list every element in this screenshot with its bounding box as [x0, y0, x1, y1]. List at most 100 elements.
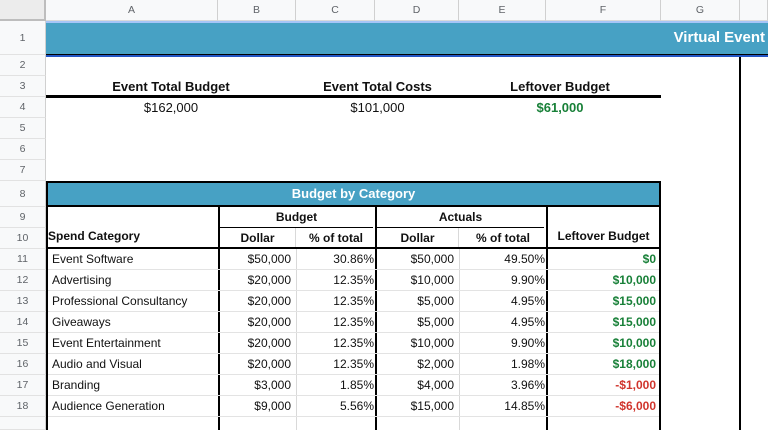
column-header-G[interactable]: G — [661, 0, 740, 21]
cell-category[interactable]: Event Software — [52, 252, 134, 266]
row-header-7[interactable]: 7 — [0, 160, 46, 181]
category-table-title-cell[interactable]: Budget by Category — [46, 181, 661, 207]
cell-category[interactable]: Audio and Visual — [52, 357, 142, 371]
cell-category[interactable]: Giveaways — [52, 315, 111, 329]
header-budget-pct[interactable]: % of total — [309, 231, 363, 245]
cell-budget-dollar[interactable]: $20,000 — [220, 270, 297, 290]
sheet-title: Virtual Event — [673, 29, 765, 46]
column-header-D[interactable]: D — [375, 0, 459, 21]
table-row: Audience Generation $9,000 5.56% $15,000… — [48, 396, 659, 417]
cell-actual-pct[interactable]: 4.95% — [510, 294, 545, 308]
row-header-1[interactable]: 1 — [0, 21, 46, 55]
cell-actual-pct[interactable]: 3.96% — [510, 378, 545, 392]
cell-actual-pct[interactable]: 1.98% — [510, 357, 545, 371]
cell-actual-pct[interactable]: 14.85% — [504, 399, 545, 413]
row-header-16[interactable]: 16 — [0, 354, 46, 375]
row-header-4[interactable]: 4 — [0, 97, 46, 118]
summary-value-total-costs[interactable]: $101,000 — [350, 100, 405, 115]
row-header-15[interactable]: 15 — [0, 333, 46, 354]
row-header-11[interactable]: 11 — [0, 249, 46, 270]
column-header-A[interactable]: A — [46, 0, 218, 21]
cell-actual-pct[interactable]: 49.50% — [504, 252, 545, 266]
cell-leftover[interactable]: $15,000 — [612, 315, 656, 329]
cell-budget-dollar[interactable]: $3,000 — [220, 375, 297, 395]
cell-budget-pct[interactable]: 1.85% — [339, 378, 374, 392]
cell-category[interactable]: Branding — [52, 378, 101, 392]
header-leftover-budget[interactable]: Leftover Budget — [557, 229, 650, 243]
header-actuals-group[interactable]: Actuals — [377, 207, 544, 228]
table-border-left — [46, 181, 48, 430]
summary-label-leftover[interactable]: Leftover Budget — [510, 79, 610, 94]
header-actuals-dollar[interactable]: Dollar — [377, 228, 459, 249]
row-header-9[interactable]: 9 — [0, 207, 46, 228]
row-header-17[interactable]: 17 — [0, 375, 46, 396]
summary-label-total-costs[interactable]: Event Total Costs — [323, 79, 432, 94]
cell-budget-pct[interactable]: 30.86% — [333, 252, 374, 266]
row-header-partial[interactable] — [0, 417, 46, 430]
cell-leftover[interactable]: -$6,000 — [615, 399, 656, 413]
cell-budget-dollar[interactable]: $20,000 — [220, 333, 297, 353]
cell-budget-pct[interactable]: 12.35% — [333, 315, 374, 329]
row-header-13[interactable]: 13 — [0, 291, 46, 312]
cell-actual-dollar[interactable]: $4,000 — [377, 375, 460, 395]
cell-leftover[interactable]: $18,000 — [612, 357, 656, 371]
cell-budget-pct[interactable]: 12.35% — [333, 273, 374, 287]
cell-leftover[interactable]: $15,000 — [612, 294, 656, 308]
cell-budget-dollar[interactable]: $20,000 — [220, 354, 297, 374]
cell-budget-pct[interactable]: 5.56% — [339, 399, 374, 413]
row-header-14[interactable]: 14 — [0, 312, 46, 333]
cell-actual-dollar[interactable]: $5,000 — [377, 291, 460, 311]
row-header-6[interactable]: 6 — [0, 139, 46, 160]
table-border-leftover — [546, 207, 548, 430]
cell-actual-pct[interactable]: 9.90% — [510, 336, 545, 350]
row-header-2[interactable]: 2 — [0, 55, 46, 76]
cell-leftover[interactable]: $10,000 — [612, 336, 656, 350]
cell-leftover[interactable]: $0 — [642, 252, 656, 266]
cell-actual-pct[interactable]: 9.90% — [510, 273, 545, 287]
summary-label-total-budget[interactable]: Event Total Budget — [112, 79, 230, 94]
select-all-corner[interactable] — [0, 0, 46, 21]
cell-budget-dollar[interactable]: $9,000 — [220, 396, 297, 416]
cell-actual-dollar[interactable]: $15,000 — [377, 396, 460, 416]
cell-actual-dollar[interactable]: $50,000 — [377, 249, 460, 269]
header-actuals-pct[interactable]: % of total — [476, 231, 530, 245]
cell-leftover[interactable]: $10,000 — [612, 273, 656, 287]
table-border-budget-actuals — [375, 207, 377, 430]
cell-actual-dollar[interactable]: $5,000 — [377, 312, 460, 332]
cell-budget-pct[interactable]: 12.35% — [333, 336, 374, 350]
row-header-3[interactable]: 3 — [0, 76, 46, 97]
row-header-18[interactable]: 18 — [0, 396, 46, 417]
cell-budget-pct[interactable]: 12.35% — [333, 294, 374, 308]
summary-value-total-budget[interactable]: $162,000 — [143, 100, 199, 115]
cell-category[interactable]: Audience Generation — [52, 399, 165, 413]
column-header-F[interactable]: F — [546, 0, 661, 21]
column-header-B[interactable]: B — [218, 0, 296, 21]
column-header-partial[interactable] — [740, 0, 768, 21]
adjacent-table-border — [739, 57, 741, 430]
cell-budget-pct[interactable]: 12.35% — [333, 357, 374, 371]
cell-actual-pct[interactable]: 4.95% — [510, 315, 545, 329]
summary-value-leftover[interactable]: $61,000 — [536, 100, 584, 115]
cell-actual-dollar[interactable]: $10,000 — [377, 270, 460, 290]
row-header-12[interactable]: 12 — [0, 270, 46, 291]
header-budget-dollar[interactable]: Dollar — [220, 228, 296, 249]
title-banner-cell[interactable]: Virtual Event — [46, 21, 768, 55]
cell-category[interactable]: Professional Consultancy — [52, 294, 188, 308]
cell-budget-dollar[interactable]: $50,000 — [220, 249, 297, 269]
cell-category[interactable]: Event Entertainment — [52, 336, 161, 350]
cell-budget-dollar[interactable]: $20,000 — [220, 291, 297, 311]
row-header-8[interactable]: 8 — [0, 181, 46, 207]
header-budget-group[interactable]: Budget — [220, 207, 373, 228]
cell-actual-dollar[interactable]: $2,000 — [377, 354, 460, 374]
cell-category[interactable]: Advertising — [52, 273, 112, 287]
column-header-E[interactable]: E — [459, 0, 546, 21]
cell-budget-dollar[interactable]: $20,000 — [220, 312, 297, 332]
header-spend-category[interactable]: Spend Category — [48, 229, 141, 243]
cell-actual-dollar[interactable]: $10,000 — [377, 333, 460, 353]
row-header-10[interactable]: 10 — [0, 228, 46, 249]
cell-leftover[interactable]: -$1,000 — [615, 378, 656, 392]
table-row: Advertising $20,000 12.35% $10,000 9.90%… — [48, 270, 659, 291]
column-header-C[interactable]: C — [296, 0, 375, 21]
row-header-5[interactable]: 5 — [0, 118, 46, 139]
banner-accent-line — [46, 55, 768, 57]
